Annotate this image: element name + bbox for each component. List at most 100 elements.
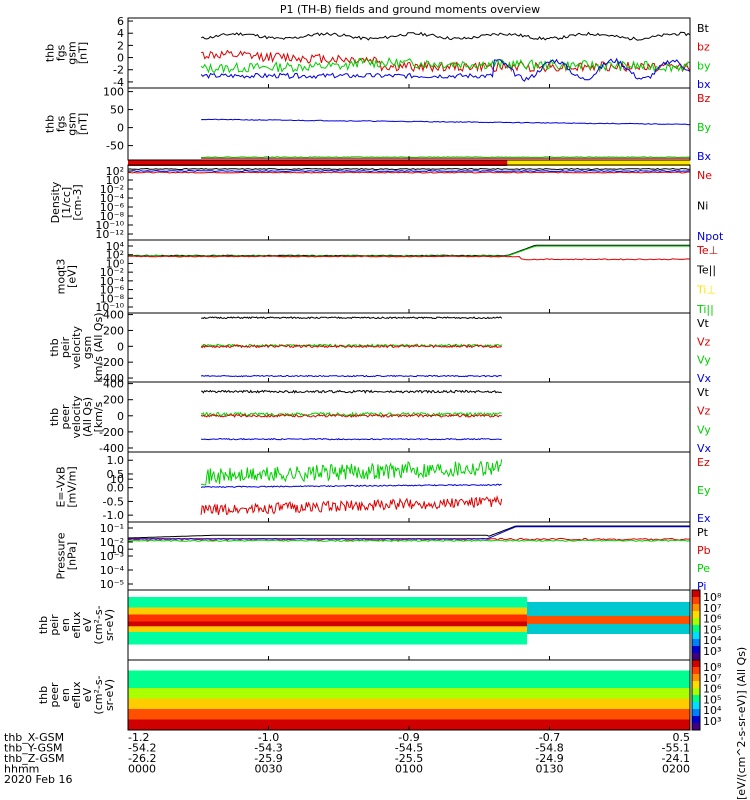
legend-label: Ez: [697, 456, 710, 469]
ephemeris-value: 0.5: [673, 731, 691, 744]
peer-spectrogram-band: [128, 670, 690, 688]
series-ex: [200, 483, 502, 488]
legend-label: Bx: [697, 150, 712, 163]
y-tick-label: 10⁻²: [100, 266, 124, 279]
y-axis-label: fgs: [55, 115, 68, 132]
colorbar-label: [eV/(cm^2-s-sr-eV)] (All Qs): [735, 647, 748, 800]
colorbar-tick-label: 10⁶: [703, 683, 722, 696]
ephemeris-value: -1.2: [128, 731, 149, 744]
y-axis-label: Pressure: [55, 532, 68, 579]
y-tick-label: 0.5: [107, 468, 125, 481]
y-axis-label: velocity: [70, 395, 83, 438]
y-axis-label: sr-eV): [103, 679, 116, 711]
colorbar-segment: [692, 604, 700, 612]
colorbar-segment: [692, 660, 700, 668]
colorbar-segment: [692, 667, 700, 675]
ephemeris-value: 0030: [255, 763, 283, 776]
y-tick-label: 2: [117, 39, 124, 52]
colorbar-tick-label: 10³: [703, 645, 721, 658]
y-axis-label: peer: [48, 682, 61, 708]
y-tick-label: 400: [103, 378, 124, 391]
series-bx2: [201, 118, 691, 126]
peir-late-band: [527, 624, 690, 634]
peir-spectrogram-band: [128, 590, 690, 597]
y-tick-label: 0: [117, 410, 124, 423]
legend-label: by: [697, 59, 711, 72]
y-tick-label: 10⁰: [106, 257, 125, 270]
colorbar-segment: [692, 590, 700, 598]
legend-label: Vz: [697, 335, 711, 348]
legend-label: Te⊥: [696, 244, 718, 257]
ephemeris-value: -54.2: [128, 742, 156, 755]
y-tick-label: 200: [103, 324, 124, 337]
y-tick-label: 10⁻¹⁰: [95, 219, 124, 232]
y-tick-label: 10⁻⁵: [100, 578, 124, 591]
series-vz2: [200, 413, 502, 418]
colorbar-segment: [692, 674, 700, 682]
colorbar-segment: [692, 646, 700, 654]
series-pi: [128, 526, 690, 540]
ephemeris-date: 2020 Feb 16: [4, 773, 72, 786]
colorbar-segment: [692, 639, 700, 647]
ephemeris-value: 0100: [395, 763, 423, 776]
y-axis-label: gsm: [66, 112, 79, 135]
y-axis-label: thb: [44, 115, 57, 133]
series-pe: [127, 539, 691, 542]
ephemeris-row-label: hhmm: [4, 763, 39, 776]
y-tick-label: -400: [99, 372, 124, 385]
y-tick-label: 10⁰: [106, 174, 125, 187]
y-axis-label: (cm²-s-: [92, 605, 105, 644]
y-axis-label: [km/s: [92, 401, 105, 432]
legend-label: Vz: [697, 405, 711, 418]
plot-title: P1 (TH-B) fields and ground moments over…: [280, 3, 540, 16]
colorbar-segment: [692, 695, 700, 703]
y-axis-label: eV: [81, 617, 94, 632]
colorbar-tick-label: 10⁵: [703, 623, 721, 636]
y-axis-label: Density: [49, 181, 62, 223]
panel-frame-p8: [127, 521, 691, 591]
y-tick-label: 10⁻¹⁰: [95, 301, 124, 314]
series-vt: [201, 316, 503, 320]
legend-label: Pi: [697, 580, 706, 593]
ephemeris-value: -55.1: [662, 742, 690, 755]
series-vx: [200, 374, 502, 378]
colorbar-segment: [692, 611, 700, 619]
ephemeris-value: -1.0: [258, 731, 279, 744]
legend-label: Vy: [697, 423, 711, 436]
y-axis-label: moqt3: [55, 259, 68, 295]
ephemeris-row-label: thb_X-GSM: [4, 731, 64, 744]
ephemeris-value: -0.9: [398, 731, 419, 744]
ephemeris-value: 0130: [536, 763, 564, 776]
y-tick-label: 200: [103, 394, 124, 407]
y-tick-label: 0: [117, 340, 124, 353]
colorbar-segment: [692, 681, 700, 689]
ephemeris-value: -0.7: [539, 731, 560, 744]
y-axis-label: velocity: [70, 326, 83, 369]
legend-label: Vy: [697, 354, 711, 367]
colorbar-tick-label: 10⁷: [703, 672, 721, 685]
legend-label: bx: [697, 78, 711, 91]
legend-label: By: [697, 121, 712, 134]
y-axis-label: (All Qs): [81, 397, 94, 437]
legend-label: Vt: [697, 386, 710, 399]
legend-label: Pe: [697, 562, 710, 575]
legend-label: Ti||: [696, 303, 714, 316]
colorbar-tick-label: 10⁵: [703, 693, 721, 706]
series-bx: [200, 57, 691, 82]
peir-late-band: [527, 602, 690, 616]
y-tick-label: 50: [110, 104, 124, 117]
y-tick-label: 10: [110, 543, 124, 556]
legend-label: Vx: [697, 372, 712, 385]
y-tick-label: 10²: [106, 249, 124, 262]
y-tick-label: 0: [117, 122, 124, 135]
y-axis-label: eflux: [70, 611, 83, 639]
series-tepar: [127, 244, 690, 257]
y-axis-label: [nT]: [77, 42, 90, 64]
series-ey: [200, 459, 503, 486]
y-tick-label: 0.0: [107, 482, 125, 495]
series-vz: [200, 344, 503, 349]
y-axis-label: gsm: [81, 336, 94, 359]
y-tick-label: 1.0: [107, 454, 125, 467]
legend-label: Npot: [697, 230, 724, 243]
y-axis-label: thb: [37, 686, 50, 704]
